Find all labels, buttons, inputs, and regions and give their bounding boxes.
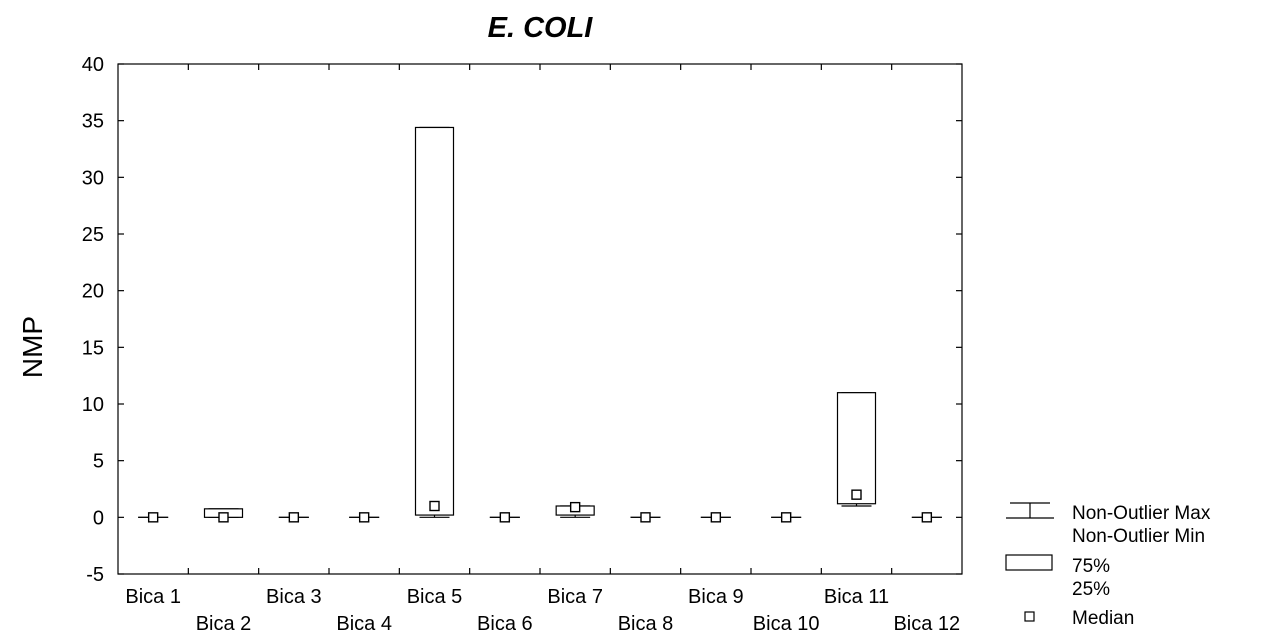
median-marker-11 [851,489,862,500]
box-series [138,126,942,523]
box-1 [138,512,169,523]
legend-whisker-min-label: Non-Outlier Min [1072,526,1205,547]
box-10 [771,512,802,523]
box-6 [489,512,520,523]
x-tick-label-10: Bica 10 [753,613,820,634]
x-tick-label-5: Bica 5 [407,586,463,608]
x-tick-label-9: Bica 9 [688,586,744,608]
legend-box-bottom-label: 25% [1072,579,1110,600]
median-marker-5 [429,500,440,512]
median-marker-9 [710,512,722,523]
y-tick-label-5: 20 [82,281,104,303]
median-marker-10 [780,512,792,523]
median-marker-8 [640,512,651,523]
median-marker-1 [147,512,159,523]
y-tick-label-9: 40 [82,54,104,76]
x-tick-label-3: Bica 3 [266,586,322,608]
median-marker-2 [218,512,229,523]
y-tick-label-4: 15 [82,337,104,359]
legend: Non-Outlier Max Non-Outlier Min 75% 25% … [1005,502,1211,629]
median-marker-7 [569,501,581,513]
box-4 [349,512,380,523]
x-tick-label-12: Bica 12 [893,613,960,634]
y-axis-label: NMP [17,316,48,378]
x-tick-label-4: Bica 4 [336,613,392,634]
x-tick-label-6: Bica 6 [477,613,533,634]
box-11 [836,392,877,507]
box-7 [555,501,595,518]
chart-title: E. COLI [487,12,593,44]
x-tick-label-1: Bica 1 [125,586,181,608]
legend-median-marker [1024,611,1035,622]
plot-area-frame [117,63,963,575]
box-2 [203,508,244,523]
y-tick-label-2: 5 [93,451,104,473]
box-3 [278,512,309,523]
y-tick-label-0: -5 [86,564,104,586]
legend-whisker-max-label: Non-Outlier Max [1072,503,1211,524]
box-9 [700,512,731,523]
box-5 [414,126,455,518]
y-tick-label-3: 10 [82,394,104,416]
iqr-box-11 [836,392,877,505]
legend-median-label: Median [1072,608,1134,629]
legend-box-swatch [1005,554,1053,571]
y-tick-label-7: 30 [82,167,104,189]
x-tick-label-11: Bica 11 [824,586,889,608]
y-tick-label-8: 35 [82,111,104,133]
median-marker-6 [499,512,511,523]
iqr-box-5 [414,126,455,516]
y-tick-label-1: 0 [93,507,104,529]
box-8 [630,512,661,523]
y-tick-label-6: 25 [82,224,104,246]
x-tick-label-2: Bica 2 [196,613,252,634]
box-12 [911,512,942,523]
median-marker-3 [288,512,300,523]
x-tick-label-8: Bica 8 [618,613,674,634]
median-marker-4 [358,512,370,523]
x-axis: Bica 1 Bica 2 Bica 3 Bica 4 Bica 5 Bica 6 Bica… [125,64,960,634]
legend-box-top-label: 75% [1072,556,1110,577]
median-marker-12 [921,512,933,523]
x-tick-label-7: Bica 7 [547,586,603,608]
y-axis: -5 0 5 10 15 20 25 30 35 40 [82,54,962,586]
